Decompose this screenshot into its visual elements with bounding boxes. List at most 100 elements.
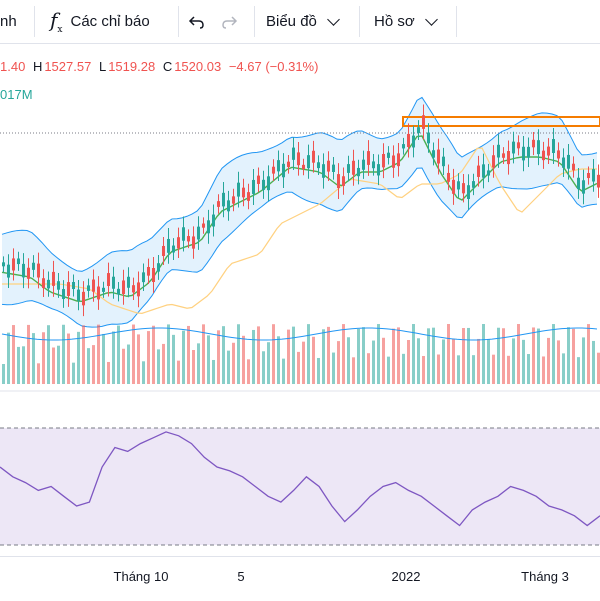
candle-body: [87, 285, 90, 291]
volume-bar: [597, 352, 600, 384]
candle-body: [417, 127, 420, 134]
candle-body: [457, 181, 460, 190]
volume-bar: [517, 324, 520, 384]
candle-body: [57, 281, 60, 290]
volume-bar: [587, 324, 590, 384]
volume-bar: [292, 326, 295, 384]
candle-body: [367, 151, 370, 165]
candle-body: [167, 238, 170, 253]
candle-body: [332, 164, 335, 172]
candle-body: [387, 152, 390, 158]
chart-type-button[interactable]: Biểu đồ: [266, 0, 340, 43]
candle-body: [347, 164, 350, 173]
candle-body: [592, 169, 595, 182]
candle-body: [542, 150, 545, 161]
candle-body: [117, 288, 120, 295]
candle-body: [202, 223, 205, 228]
candle-body: [467, 185, 470, 200]
candle-body: [132, 285, 135, 293]
candle-body: [587, 172, 590, 179]
candle-body: [327, 160, 330, 172]
legend-low-value: 1519.28: [108, 59, 156, 74]
candle-body: [157, 263, 160, 272]
candle-body: [452, 179, 455, 194]
volume-bar: [472, 355, 475, 384]
candle-body: [287, 161, 290, 167]
candle-body: [137, 282, 140, 297]
toolbar-partial-label: nh: [0, 13, 17, 30]
legend-close-value: 1520.03: [174, 59, 222, 74]
candle-body: [392, 155, 395, 168]
volume-bar: [552, 324, 555, 384]
volume-legend: 017M: [0, 87, 33, 102]
candle-body: [402, 144, 405, 149]
candle-body: [152, 268, 155, 283]
bollinger-lower-line: [1, 167, 598, 328]
candle-body: [357, 167, 360, 177]
volume-bar: [452, 338, 455, 384]
volume-bar: [502, 328, 505, 384]
volume-bar: [242, 335, 245, 384]
candle-body: [432, 150, 435, 158]
volume-bar: [262, 351, 265, 384]
volume-bar: [397, 327, 400, 384]
bollinger-upper-line: [1, 96, 598, 272]
toolbar-partial-button[interactable]: nh: [0, 0, 17, 43]
candle-body: [32, 262, 35, 270]
candle-body: [42, 278, 45, 289]
candle-body: [37, 263, 40, 278]
candle-body: [582, 180, 585, 194]
chevron-down-icon: [327, 12, 340, 26]
candle-body: [227, 200, 230, 212]
resistance-box: [402, 116, 600, 127]
redo-button[interactable]: [220, 0, 238, 43]
candle-body: [572, 163, 575, 171]
price-chart[interactable]: [0, 44, 600, 556]
volume-bar: [62, 324, 65, 384]
volume-bar: [152, 325, 155, 384]
indicators-button[interactable]: fx Các chỉ báo: [50, 0, 150, 43]
volume-bar: [327, 326, 330, 384]
volume-bar: [532, 327, 535, 384]
candle-body: [282, 163, 285, 178]
candle-body: [562, 157, 565, 168]
volume-bar: [17, 346, 20, 384]
candle-body: [292, 147, 295, 160]
volume-bar: [442, 339, 445, 384]
candle-body: [102, 287, 105, 292]
candle-body: [97, 286, 100, 300]
candle-body: [507, 151, 510, 165]
volume-bar: [522, 339, 525, 384]
candle-body: [142, 272, 145, 283]
volume-bar: [462, 328, 465, 384]
volume-bar: [142, 361, 145, 384]
time-axis-label: 5: [237, 569, 245, 584]
volume-bar: [127, 344, 130, 384]
volume-bar: [47, 325, 50, 384]
volume-bar: [487, 339, 490, 384]
volume-bar: [457, 355, 460, 384]
candle-body: [252, 179, 255, 194]
volume-bar: [347, 337, 350, 384]
candle-body: [482, 164, 485, 178]
toolbar-divider: [456, 6, 457, 37]
legend-change: −4.67 (−0.31%): [228, 59, 319, 74]
toolbar-divider: [178, 6, 179, 37]
volume-bar: [437, 354, 440, 384]
candle-body: [272, 166, 275, 174]
undo-button[interactable]: [188, 0, 206, 43]
volume-bar: [477, 338, 480, 384]
volume-bar: [317, 357, 320, 384]
volume-bar: [147, 331, 150, 384]
candle-body: [322, 164, 325, 178]
candle-body: [17, 258, 20, 265]
candle-body: [372, 161, 375, 169]
candle-body: [342, 176, 345, 186]
volume-bar: [12, 325, 15, 384]
candle-body: [522, 146, 525, 161]
candle-body: [12, 258, 15, 271]
volume-bar: [427, 328, 430, 384]
volume-bar: [102, 333, 105, 384]
volume-bar: [352, 357, 355, 384]
profile-button[interactable]: Hồ sơ: [374, 0, 438, 43]
